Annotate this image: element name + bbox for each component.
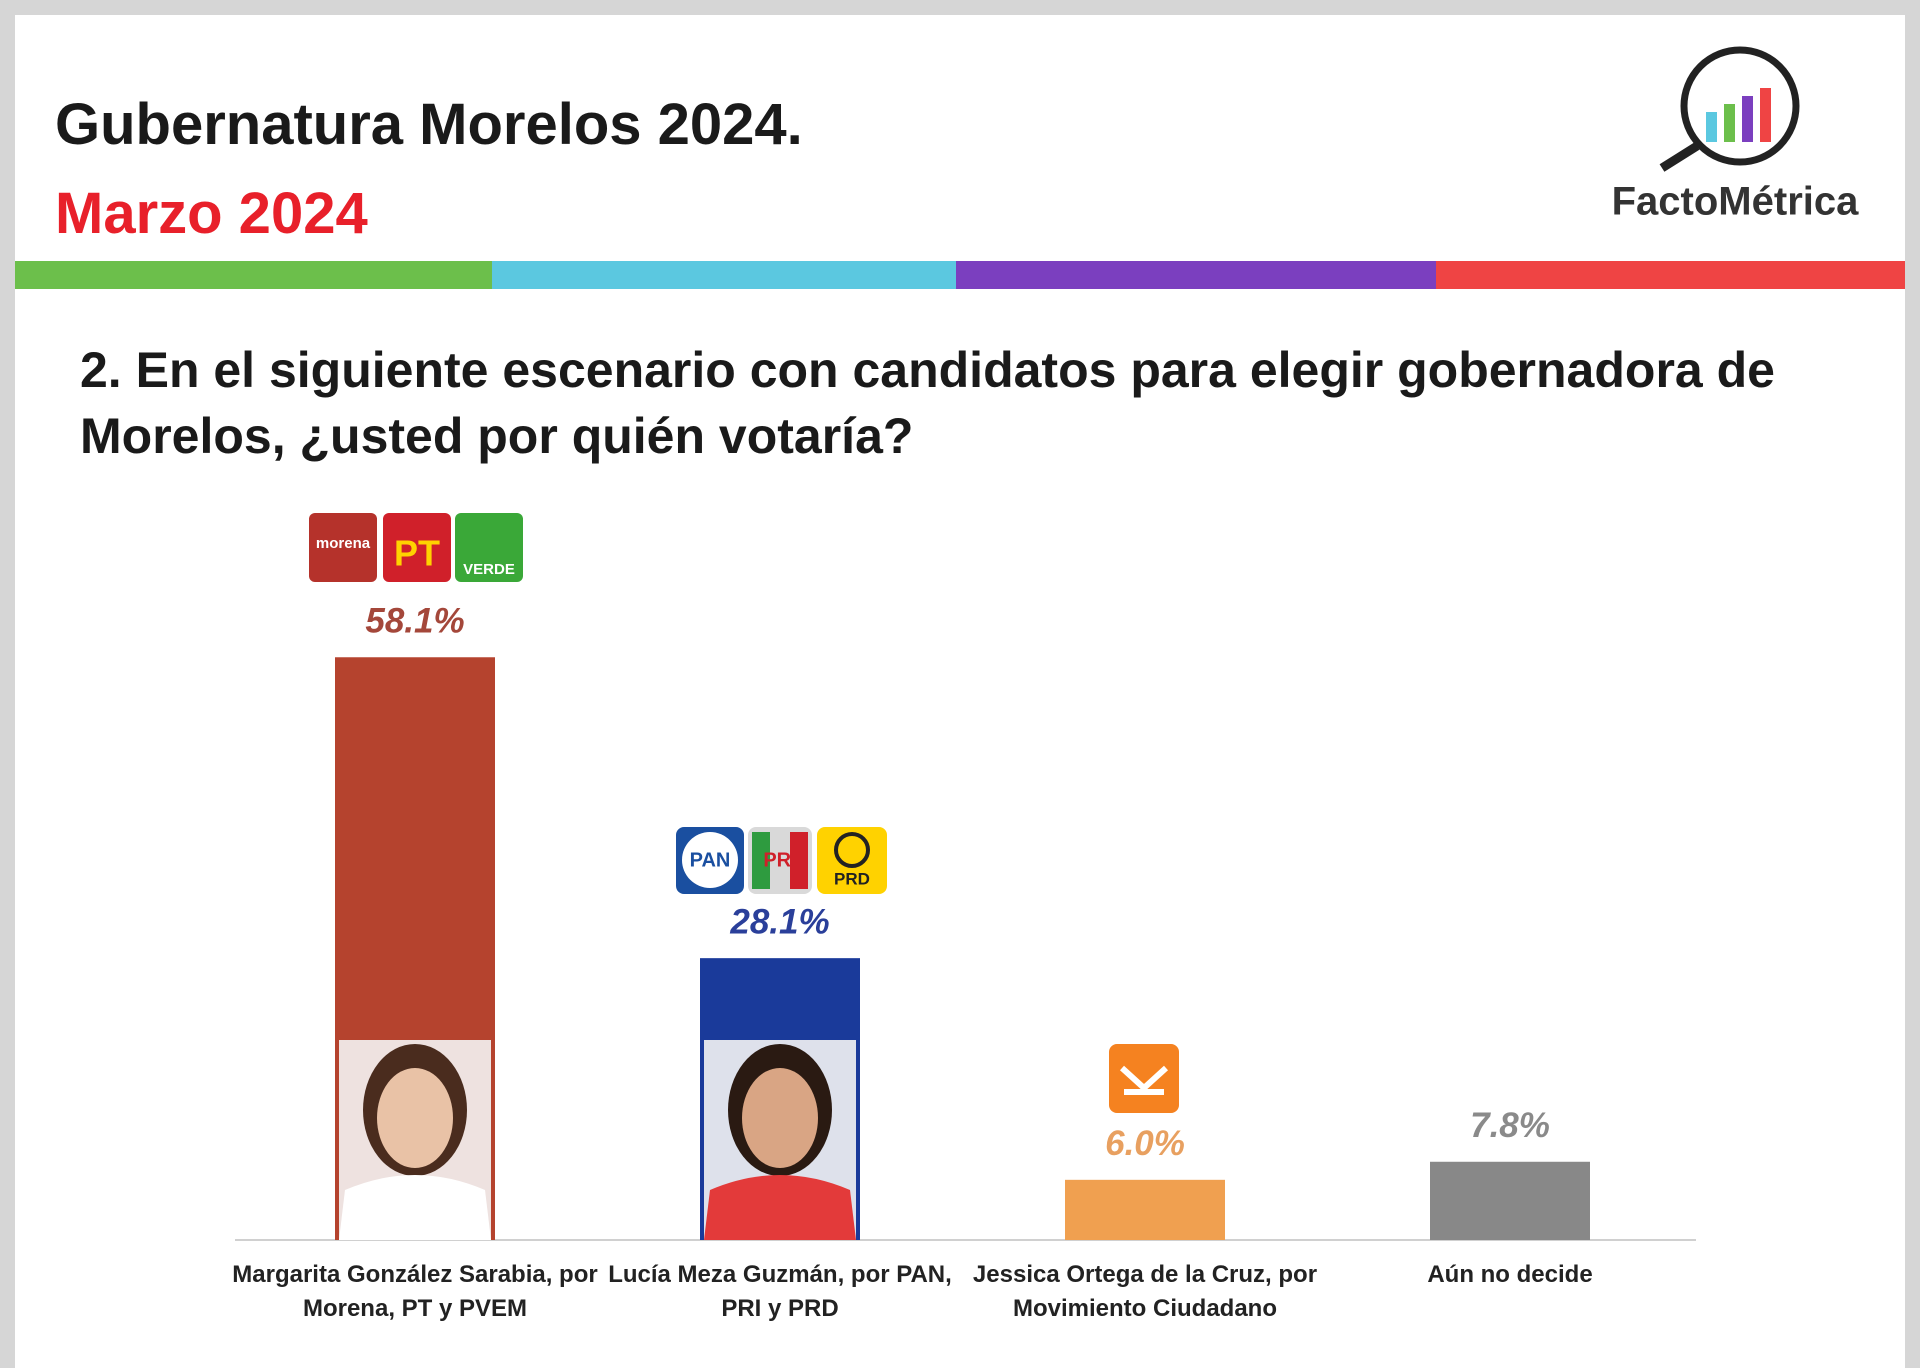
category-label: Aún no decide	[1427, 1261, 1593, 1288]
photo-face	[377, 1068, 453, 1168]
logo-bar	[1724, 104, 1735, 142]
question: 2. En el siguiente escenario con candida…	[80, 342, 1775, 464]
logo-bar	[1760, 88, 1771, 142]
logo-text: VERDE	[463, 561, 515, 578]
photo-body	[704, 1175, 856, 1240]
brand-name: FactoMétrica	[1612, 180, 1859, 224]
logo-prd	[817, 827, 887, 894]
photo-face	[742, 1068, 818, 1168]
logo-mc-icon	[1119, 1065, 1169, 1095]
photo-body	[339, 1175, 491, 1240]
category-label: Lucía Meza Guzmán, por PAN, PRI y PRD	[608, 1261, 952, 1322]
logo-prd-sun	[834, 832, 870, 868]
stripe-red	[1436, 261, 1905, 289]
chart-title: Gubernatura Morelos 2024.	[55, 92, 803, 157]
chart-subtitle: Marzo 2024	[55, 181, 368, 246]
logo-handle	[1659, 142, 1700, 172]
slide: Gubernatura Morelos 2024. Marzo 2024 2. …	[15, 15, 1905, 1368]
value-label: 28.1%	[729, 902, 829, 941]
logo-pt	[383, 513, 451, 582]
logo-morena	[309, 513, 377, 582]
logo-pri-green	[752, 832, 770, 889]
brand-logo: FactoMétrica	[1612, 46, 1859, 224]
stripe-purple	[956, 261, 1436, 289]
value-label: 7.8%	[1470, 1106, 1550, 1145]
logo-mc	[1109, 1044, 1179, 1113]
logo-text: PT	[394, 533, 440, 574]
category-label: Margarita González Sarabia, por Morena, …	[232, 1261, 598, 1322]
logo-text: PRI	[763, 849, 796, 871]
logo-text: PAN	[690, 849, 731, 871]
category-label: Jessica Ortega de la Cruz, por Movimient…	[972, 1261, 1318, 1322]
logo-bar	[1742, 96, 1753, 142]
logo-ring	[1680, 46, 1800, 166]
bar	[1430, 1161, 1590, 1240]
value-label: 6.0%	[1105, 1124, 1185, 1163]
stripe-cyan	[492, 261, 956, 289]
logo-text: PRD	[834, 869, 870, 888]
stripe-green	[15, 261, 492, 289]
logo-pri-red	[790, 832, 808, 889]
logo-verde	[455, 513, 523, 582]
bar	[1065, 1179, 1225, 1240]
logo-text: morena	[316, 535, 371, 552]
logo-bar	[1706, 112, 1717, 142]
logo-pan-circle	[682, 832, 738, 888]
value-label: 58.1%	[365, 602, 464, 641]
